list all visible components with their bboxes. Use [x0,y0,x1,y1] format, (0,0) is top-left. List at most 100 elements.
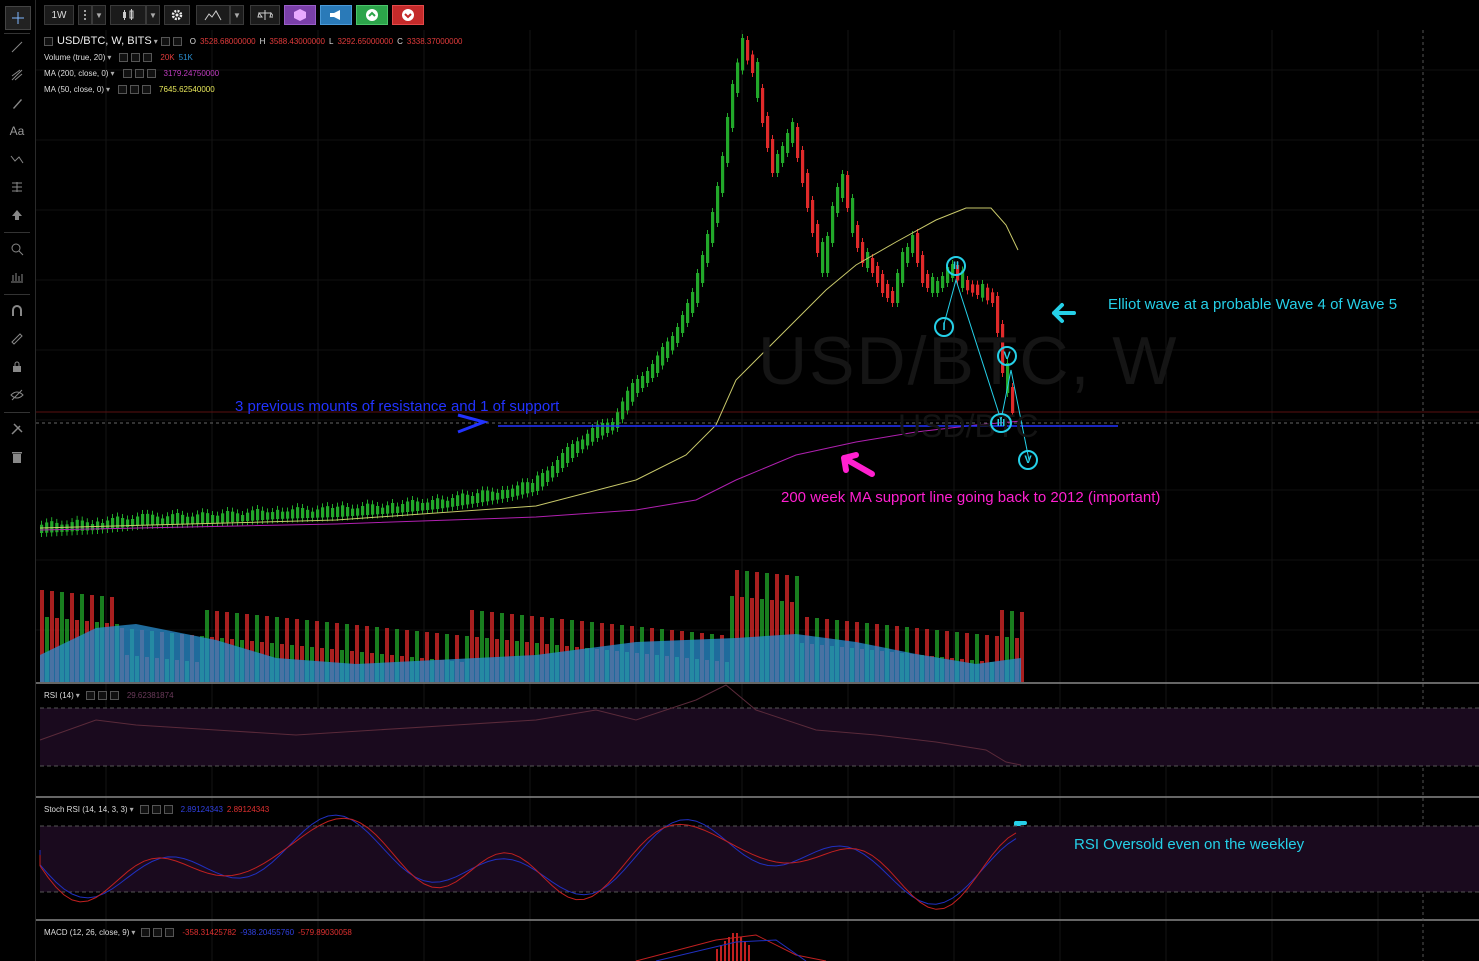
ma200-label[interactable]: MA (200, close, 0) [44,69,109,78]
zoom-icon[interactable] [5,238,29,260]
candle-body [441,499,445,509]
resistance-note[interactable]: 3 previous mounts of resistance and 1 of… [235,398,560,415]
gear-icon[interactable] [172,36,182,46]
chevron-down-icon[interactable]: ▾ [106,85,111,94]
wave-label-3[interactable]: III [990,413,1012,433]
chevron-down-icon[interactable]: ▼ [230,5,244,25]
interval-button[interactable]: 1W [44,5,74,25]
candle-body [396,506,400,513]
collapse-icon[interactable] [44,36,53,46]
ma200-support-note[interactable]: 200 week MA support line going back to 2… [781,489,1161,506]
close-icon[interactable] [165,928,175,937]
close-icon[interactable] [163,805,173,814]
sidebar-divider [4,412,30,413]
candle-body [686,303,690,323]
measure-icon[interactable] [5,176,29,198]
chevron-down-icon[interactable]: ▼ [92,5,106,25]
candle-body [246,512,250,521]
volume-label[interactable]: Volume (true, 20) [44,53,106,62]
sell-icon[interactable] [392,5,424,25]
volume-bar [1000,610,1004,682]
chevron-down-icon[interactable]: ▾ [131,928,136,937]
rsi-oversold-note[interactable]: RSI Oversold even on the weekley [1074,836,1305,853]
volume-bar [1010,611,1014,682]
eye-icon[interactable] [141,928,151,937]
gear-icon[interactable] [153,928,163,937]
arrow-up-icon[interactable] [5,204,29,226]
candle-body [971,284,975,293]
more-icon[interactable] [78,5,92,25]
alert-icon[interactable] [320,5,352,25]
wave-label-2[interactable]: II [946,256,966,276]
eye-icon[interactable] [85,691,95,700]
text-icon[interactable]: Aa [5,120,29,142]
buy-icon[interactable] [356,5,388,25]
gear-icon[interactable] [131,53,141,62]
candles-icon[interactable] [110,5,146,25]
candle-body [1006,363,1010,393]
close-icon[interactable] [142,85,152,94]
volume-bar [935,630,939,682]
rsi-value: 29.62381874 [126,691,174,700]
magnet-icon[interactable] [5,300,29,322]
eye-icon[interactable] [122,69,132,78]
stoch-label[interactable]: Stoch RSI (14, 14, 3, 3) [44,805,128,814]
trash-icon[interactable] [5,446,29,468]
close-icon[interactable] [109,691,119,700]
rsi-label[interactable]: RSI (14) [44,691,74,700]
gear-icon[interactable] [151,805,161,814]
indicators-icon[interactable] [196,5,230,25]
lock-icon[interactable] [5,356,29,378]
eye-icon[interactable] [160,36,170,46]
tools-icon[interactable] [5,418,29,440]
ohlc-low: 3292.65000000 [337,36,394,46]
gear-icon[interactable] [97,691,107,700]
chevron-down-icon[interactable]: ▼ [146,5,160,25]
chevron-down-icon[interactable]: ▾ [153,36,158,46]
gear-icon[interactable] [134,69,144,78]
wave-label-4[interactable]: V [997,346,1017,366]
close-icon[interactable] [146,69,156,78]
pattern-icon[interactable] [5,148,29,170]
candle-body [65,524,69,532]
eye-icon[interactable] [139,805,149,814]
volume-bar [345,624,349,682]
wave-label-5[interactable]: V [1018,450,1038,470]
eye-icon[interactable] [5,384,29,406]
eye-icon[interactable] [118,85,128,94]
elliot-wave-note[interactable]: Elliot wave at a probable Wave 4 of Wave… [1108,296,1398,313]
macd-label[interactable]: MACD (12, 26, close, 9) [44,928,130,937]
crosshair-icon[interactable] [5,6,31,30]
candle-body [266,512,270,520]
compare-icon[interactable] [250,5,280,25]
eye-icon[interactable] [119,53,129,62]
candle-body [856,225,860,248]
ma50-label[interactable]: MA (50, close, 0) [44,85,105,94]
chevron-down-icon[interactable]: ▾ [75,691,80,700]
templates-icon[interactable] [284,5,316,25]
chevron-down-icon[interactable]: ▾ [107,53,112,62]
candle-body [446,500,450,508]
candle-body [936,281,940,293]
close-icon[interactable] [143,53,153,62]
gear-icon[interactable] [130,85,140,94]
gear-icon[interactable] [164,5,190,25]
chevron-down-icon[interactable]: ▾ [110,69,115,78]
candle-body [911,235,915,253]
sidebar-divider [4,294,30,295]
trend-line-icon[interactable] [5,36,29,58]
chevron-down-icon[interactable]: ▾ [129,805,134,814]
candle-body [596,424,600,438]
candle-body [866,252,870,268]
price-chart-canvas[interactable] [36,30,1479,961]
wave-label-1[interactable]: I [934,317,954,337]
bar-pattern-icon[interactable] [5,266,29,288]
candle-body [496,492,500,500]
pitchfork-icon[interactable] [5,64,29,86]
symbol-title[interactable]: USD/BTC, W, BITS [57,35,152,47]
brush-icon[interactable] [5,92,29,114]
ruler-icon[interactable] [5,328,29,350]
ma50-line [39,207,1019,529]
candle-body [461,493,465,506]
